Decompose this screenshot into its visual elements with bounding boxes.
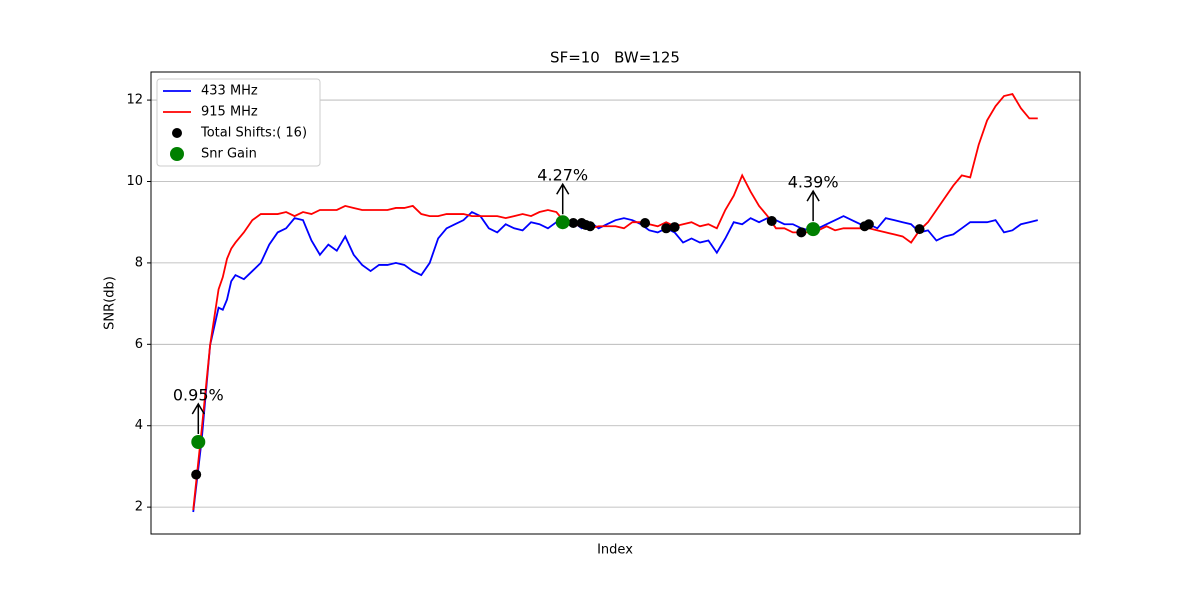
scatter-point <box>914 224 925 235</box>
plot-frame <box>150 71 1081 535</box>
scatter-point <box>669 222 680 233</box>
legend-label: 433 MHz <box>201 84 258 99</box>
y-tick-label: 4 <box>135 418 143 433</box>
annotation: 4.27% <box>537 166 588 185</box>
line-series <box>192 92 1038 511</box>
y-tick-label: 10 <box>126 174 143 189</box>
legend-swatch <box>172 128 182 138</box>
y-tick-label: 8 <box>135 255 143 270</box>
y-tick-label: 6 <box>135 337 143 352</box>
line-series <box>192 210 1038 513</box>
scatter-point <box>555 215 570 230</box>
annotation-arrow <box>556 182 570 215</box>
scatter-point <box>661 223 672 234</box>
scatter-point <box>585 221 596 232</box>
scatter-point <box>640 218 651 229</box>
annotation-arrow <box>191 402 205 435</box>
chart-title: SF=10 BW=125 <box>550 49 680 67</box>
legend-swatch <box>170 147 184 161</box>
scatter-point <box>863 219 874 230</box>
annotation-arrow <box>806 189 820 222</box>
annotation: 0.95% <box>173 386 224 405</box>
scatter-point <box>806 222 821 237</box>
scatter-point <box>191 435 206 450</box>
y-axis-label: SNR(db) <box>103 276 118 330</box>
x-axis-label: Index <box>597 543 633 558</box>
legend-label: Total Shifts:( 16) <box>200 126 307 141</box>
legend-label: 915 MHz <box>201 105 258 120</box>
legend-box <box>156 78 321 167</box>
y-tick-label: 12 <box>126 93 143 108</box>
scatter-point <box>568 218 579 229</box>
scatter-point <box>191 469 202 480</box>
scatter-point <box>766 215 777 226</box>
y-tick-label: 2 <box>135 500 143 515</box>
legend-label: Snr Gain <box>201 147 257 162</box>
scatter-point <box>796 227 807 238</box>
annotation: 4.39% <box>788 173 839 192</box>
